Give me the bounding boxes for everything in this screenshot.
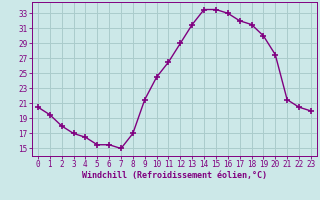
X-axis label: Windchill (Refroidissement éolien,°C): Windchill (Refroidissement éolien,°C) [82,171,267,180]
